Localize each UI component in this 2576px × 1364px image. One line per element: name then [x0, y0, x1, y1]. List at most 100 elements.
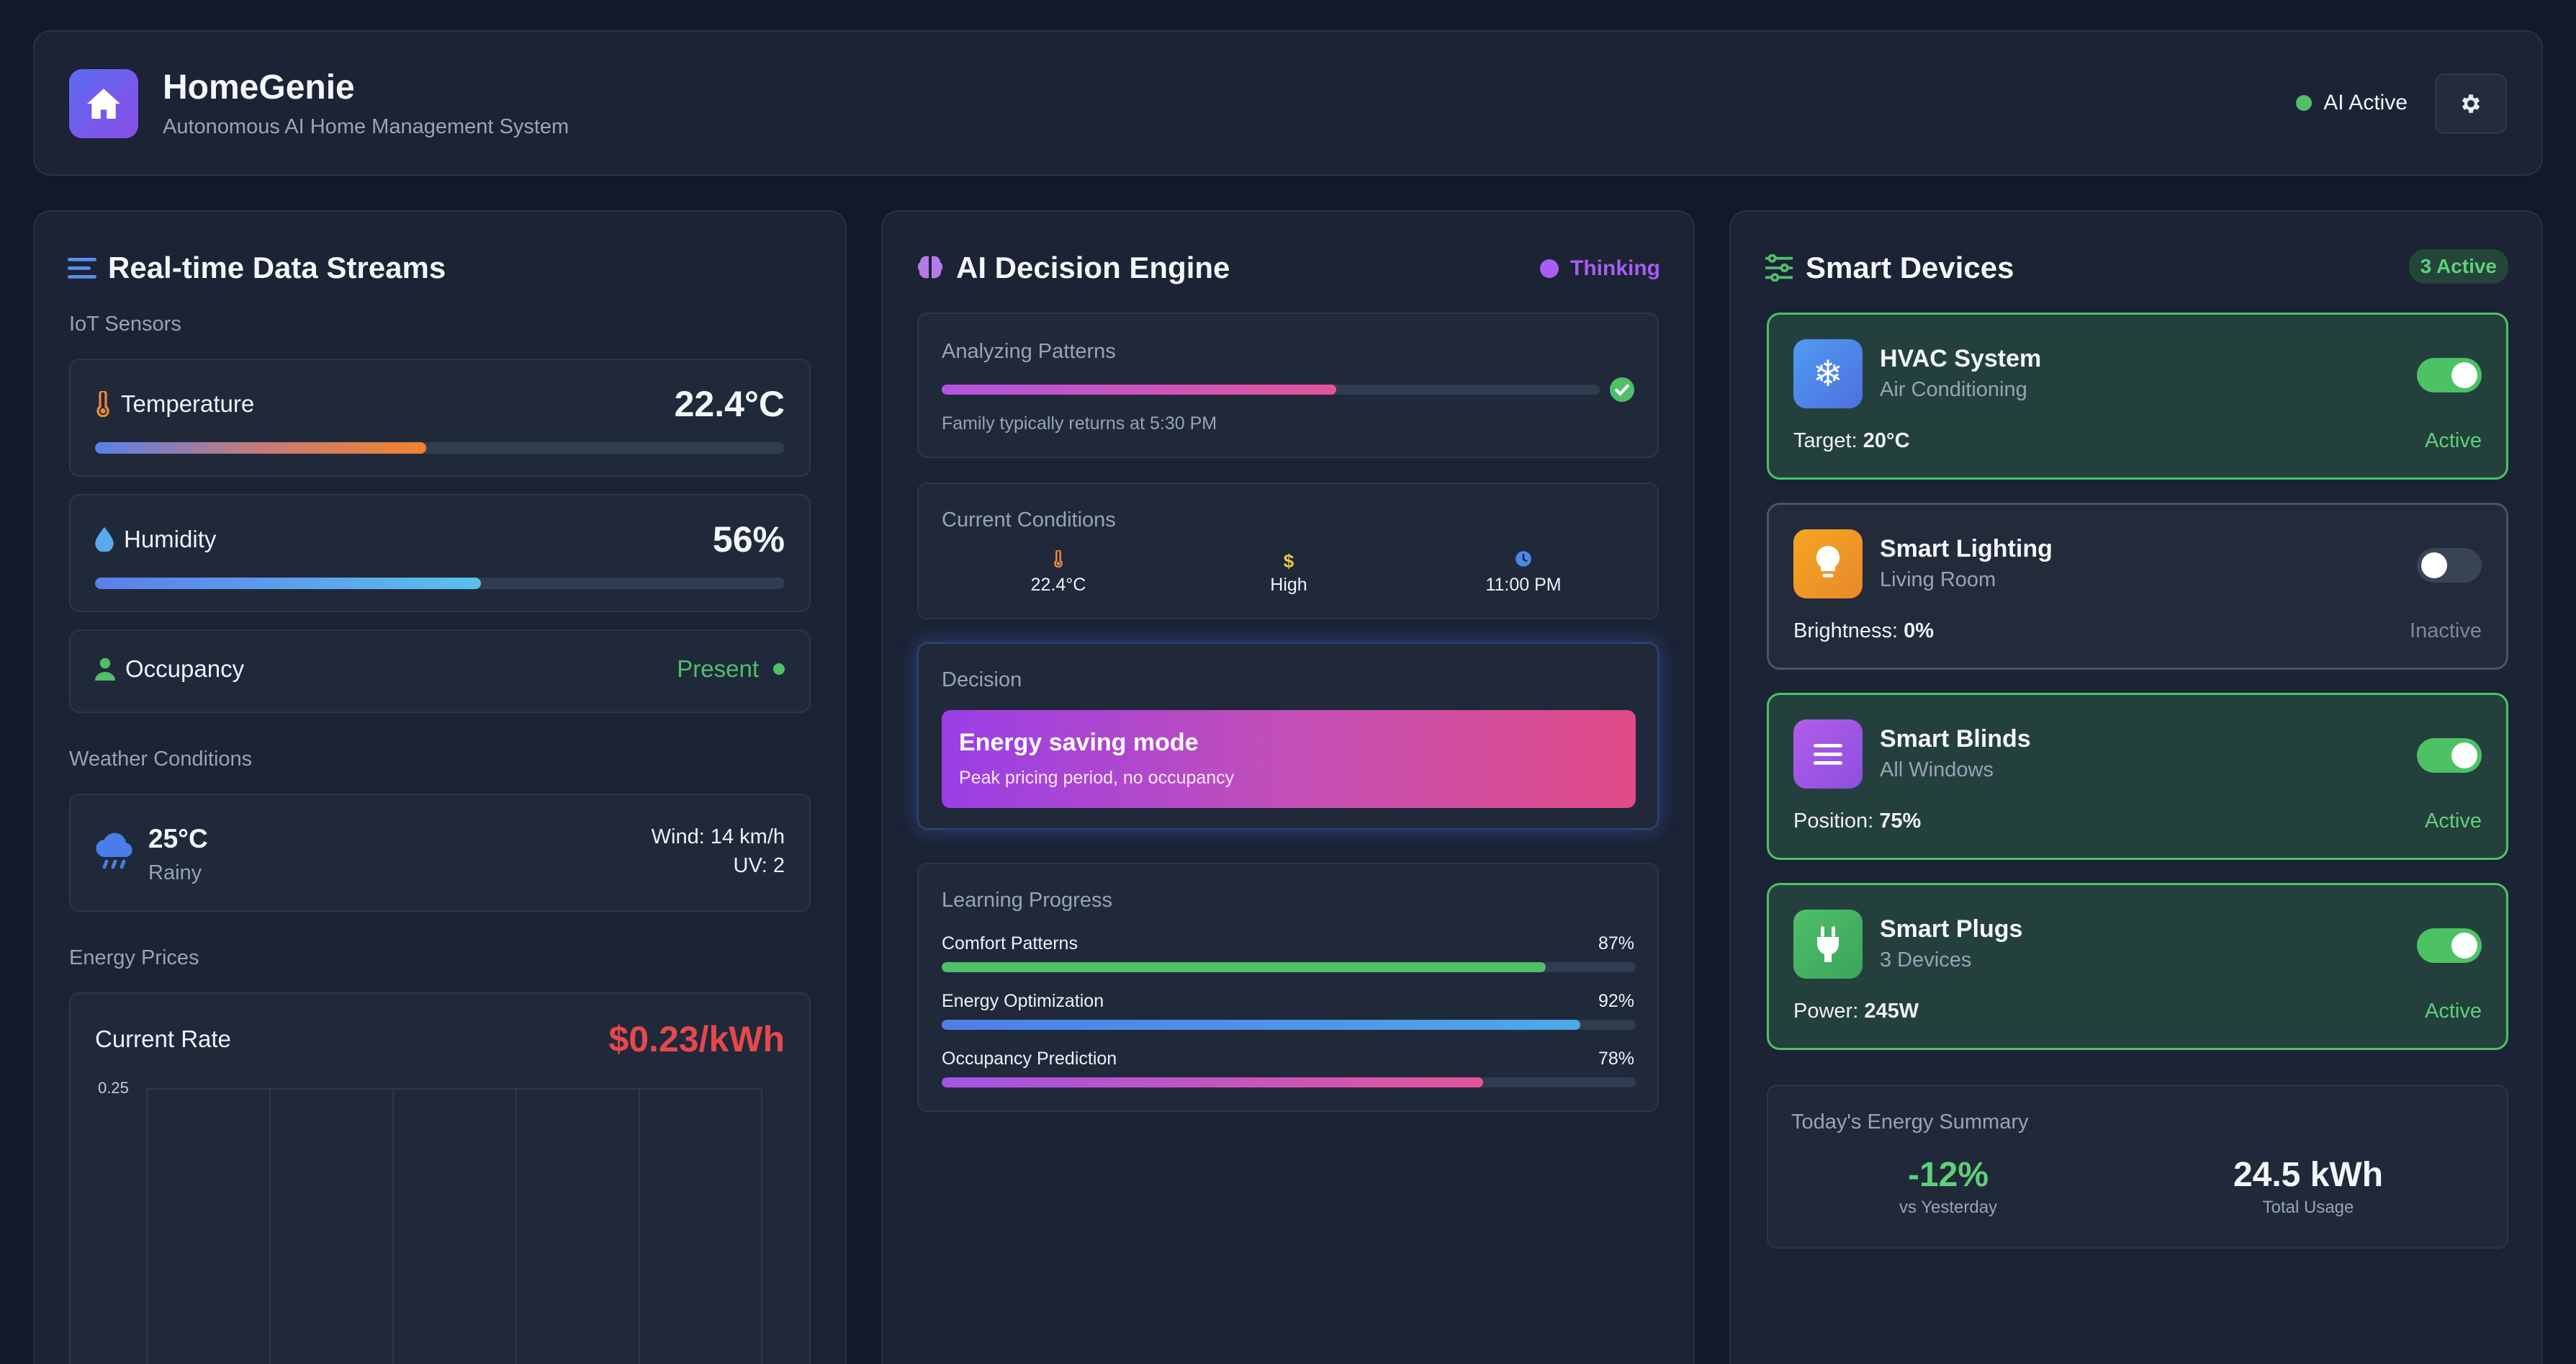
menu-lines-icon [68, 258, 96, 279]
panel-title: AI Decision Engine [956, 251, 1230, 284]
current-rate-label: Current Rate [95, 1026, 231, 1052]
occupancy-value: Present [677, 655, 759, 682]
humidity-value: 56% [712, 519, 785, 560]
current-rate-value: $0.23/kWh [608, 1019, 785, 1059]
energy-change-stat: -12% vs Yesterday [1847, 1155, 2049, 1218]
energy-change-value: -12% [1907, 1156, 1989, 1194]
device-subtitle: Living Room [1880, 568, 1996, 591]
droplet-icon [95, 527, 114, 552]
learning-item: Comfort Patterns 87% [942, 933, 1634, 954]
decision-label: Decision [942, 668, 1022, 691]
device-toggle[interactable] [2417, 928, 2482, 963]
temperature-bar [95, 442, 785, 454]
occupancy-card: Occupancy Present [69, 629, 811, 713]
learning-item-value: 87% [1598, 933, 1634, 954]
energy-usage-value: 24.5 kWh [2233, 1156, 2384, 1194]
device-card-hvac[interactable]: ❄ HVAC System Air Conditioning Target: 2… [1767, 313, 2508, 480]
lightbulb-icon [1793, 529, 1863, 598]
device-name: HVAC System [1880, 345, 2042, 372]
status-dot-icon [2296, 95, 2312, 111]
device-metric: Brightness: 0% [1793, 619, 1935, 642]
device-state: Active [2425, 809, 2482, 833]
decision-detail: Peak pricing period, no occupancy [959, 768, 1235, 788]
panel-header: AI Decision Engine [916, 251, 1230, 285]
device-name: Smart Plugs [1880, 915, 2023, 943]
panel-title: Smart Devices [1806, 251, 2014, 284]
temperature-label: Temperature [121, 390, 255, 417]
learning-item-value: 92% [1598, 991, 1634, 1011]
temperature-bar-fill [95, 442, 426, 454]
humidity-card: Humidity 56% [69, 494, 811, 612]
engine-status: Thinking [1540, 256, 1660, 281]
check-circle-icon [1610, 377, 1634, 402]
learning-item-bar-fill [942, 962, 1546, 972]
condition-price: $ High [1210, 549, 1368, 596]
temperature-card: Temperature 22.4°C [69, 359, 811, 477]
clock-icon [1444, 549, 1603, 573]
device-toggle[interactable] [2417, 548, 2482, 583]
decision-card: Decision Energy saving mode Peak pricing… [917, 642, 1659, 830]
learning-item-bar [942, 1077, 1636, 1087]
rain-cloud-icon [96, 833, 132, 869]
analyzing-note: Family typically returns at 5:30 PM [942, 413, 1217, 434]
data-streams-panel: Real-time Data Streams IoT Sensors Tempe… [33, 210, 847, 1364]
active-count-badge: 3 Active [2408, 249, 2508, 284]
panel-header: Smart Devices [1764, 251, 2014, 285]
condition-temperature: 22.4°C [979, 549, 1138, 596]
device-subtitle: 3 Devices [1880, 948, 1972, 972]
learning-item-bar-fill [942, 1077, 1483, 1087]
device-metric: Position: 75% [1793, 809, 1922, 833]
app-header: HomeGenie Autonomous AI Home Management … [33, 30, 2543, 176]
panel-header: Real-time Data Streams [68, 251, 446, 285]
weather-condition: Rainy [148, 861, 202, 884]
section-label-energy: Energy Prices [69, 946, 199, 969]
occupancy-label: Occupancy [125, 655, 245, 682]
occupancy-dot-icon [773, 663, 785, 675]
panel-title: Real-time Data Streams [108, 251, 446, 284]
plug-icon [1793, 910, 1863, 979]
analyzing-card: Analyzing Patterns Family typically retu… [917, 313, 1659, 458]
device-state: Active [2425, 1000, 2482, 1023]
device-toggle[interactable] [2417, 738, 2482, 773]
learning-progress-card: Learning Progress Comfort Patterns 87% E… [917, 863, 1659, 1112]
energy-usage-caption: Total Usage [2262, 1198, 2354, 1217]
app-subtitle: Autonomous AI Home Management System [163, 115, 569, 138]
weather-uv: UV: 2 [733, 854, 785, 877]
smart-devices-panel: Smart Devices 3 Active ❄ HVAC System Air… [1729, 210, 2543, 1364]
price-chart-grid [146, 1088, 762, 1364]
sliders-icon [1765, 254, 1793, 282]
weather-wind: Wind: 14 km/h [651, 825, 785, 848]
energy-usage-stat: 24.5 kWh Total Usage [2200, 1155, 2416, 1218]
device-card-lighting[interactable]: Smart Lighting Living Room Brightness: 0… [1767, 503, 2508, 670]
energy-change-caption: vs Yesterday [1899, 1198, 1998, 1217]
blinds-icon [1793, 719, 1863, 789]
device-toggle[interactable] [2417, 358, 2482, 392]
ai-status-label: AI Active [2323, 91, 2408, 115]
gear-icon [2462, 94, 2480, 113]
settings-button[interactable] [2435, 73, 2507, 134]
device-card-plugs[interactable]: Smart Plugs 3 Devices Power: 245W Active [1767, 883, 2508, 1050]
condition-time-value: 11:00 PM [1485, 575, 1562, 595]
device-subtitle: Air Conditioning [1880, 378, 2027, 401]
analyzing-label: Analyzing Patterns [942, 340, 1116, 363]
condition-time: 11:00 PM [1444, 549, 1603, 596]
condition-temperature-value: 22.4°C [1030, 575, 1086, 595]
device-name: Smart Lighting [1880, 535, 2053, 562]
device-state: Active [2425, 429, 2482, 452]
weather-card: 25°C Rainy Wind: 14 km/h UV: 2 [69, 794, 811, 912]
learning-item-bar-fill [942, 1020, 1580, 1030]
weather-temp: 25°C [148, 824, 208, 853]
device-metric: Target: 20°C [1793, 429, 1910, 452]
app-title: HomeGenie [163, 68, 355, 107]
dollar-icon: $ [1283, 550, 1294, 572]
learning-item-bar [942, 962, 1636, 972]
energy-summary-label: Today's Energy Summary [1791, 1111, 2029, 1134]
learning-label: Learning Progress [942, 889, 1112, 912]
device-card-blinds[interactable]: Smart Blinds All Windows Position: 75% A… [1767, 693, 2508, 860]
condition-price-value: High [1270, 575, 1307, 595]
person-icon [95, 658, 115, 681]
humidity-bar [95, 578, 785, 589]
device-subtitle: All Windows [1880, 758, 1994, 781]
thermometer-icon [979, 549, 1138, 573]
section-label-weather: Weather Conditions [69, 748, 253, 771]
